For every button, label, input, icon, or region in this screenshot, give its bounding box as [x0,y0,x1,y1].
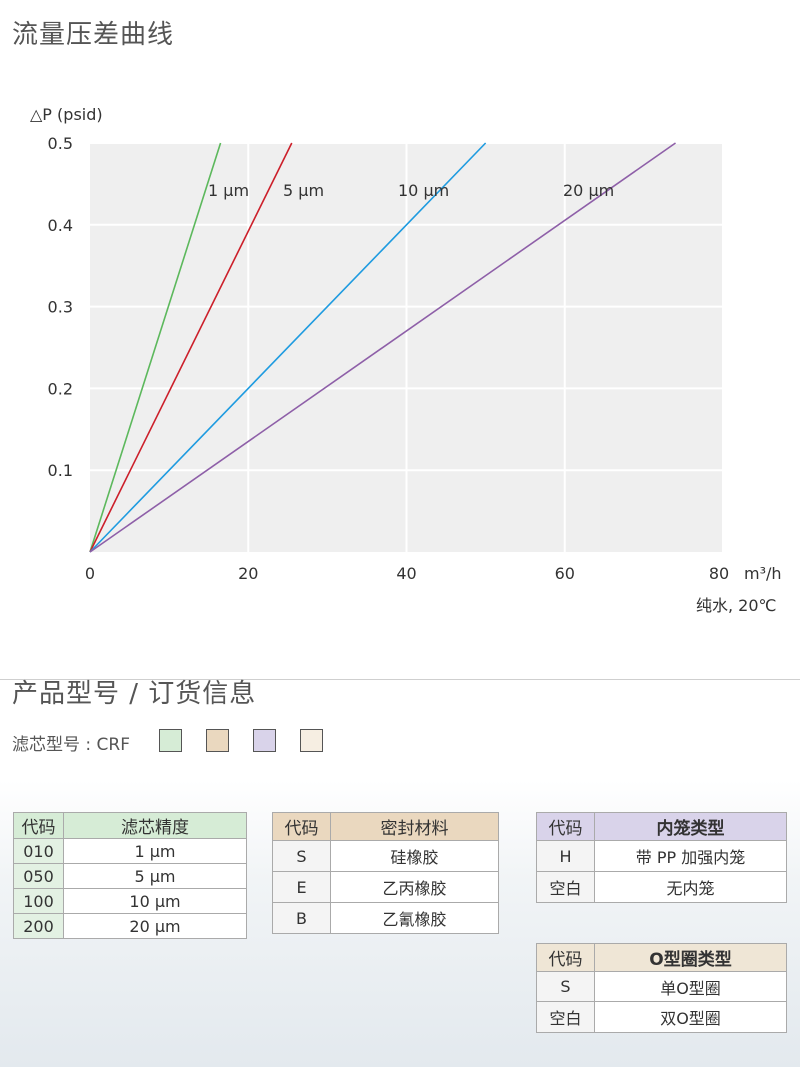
seal-code: S [272,840,331,872]
series-label: 1 µm [208,181,249,200]
y-tick-label: 0.3 [48,298,73,317]
precision-table: 代码 滤芯精度 010 1 µm 050 5 µm 100 10 µm 200 20 µm [13,812,247,939]
x-tick-label: 0 [85,564,95,583]
table-row: 200 20 µm [13,913,247,939]
page-title: 流量压差曲线 [12,20,175,50]
seal-value: 乙氰橡胶 [330,902,499,934]
precision-value: 5 µm [63,863,247,889]
precision-code: 050 [13,863,64,889]
series-line [89,142,676,553]
series-label: 5 µm [283,181,324,200]
series-label: 10 µm [398,181,449,200]
series-line [89,142,487,553]
seal-code: B [272,902,331,934]
seal-code: E [272,871,331,903]
seal-header-value: 密封材料 [330,812,499,841]
precision-code: 100 [13,888,64,914]
table-row: B 乙氰橡胶 [272,902,499,934]
oring-header-code: 代码 [536,943,595,972]
precision-value: 1 µm [63,838,247,864]
seal-material-table: 代码 密封材料 S 硅橡胶 E 乙丙橡胶 B 乙氰橡胶 [272,812,499,934]
precision-value: 20 µm [63,913,247,939]
order-title: 产品型号 / 订货信息 [12,679,257,709]
section-divider [0,679,800,680]
x-tick-label: 80 [709,564,729,583]
precision-header-code: 代码 [13,812,64,839]
cage-code: H [536,840,595,872]
swatch-seal [206,729,229,752]
seal-value: 乙丙橡胶 [330,871,499,903]
table-row: 空白 无内笼 [536,871,787,903]
series-line [89,142,222,553]
oring-value: 单O型圈 [594,971,787,1002]
cage-header-code: 代码 [536,812,595,841]
oring-code: 空白 [536,1001,595,1033]
table-row: S 硅橡胶 [272,840,499,872]
swatch-cage [253,729,276,752]
flow-pressure-chart: 0.1 0.2 0.3 0.4 0.5 0 20 40 60 80 1 µm 5 µm 10 µm 20 … [30,105,782,615]
table-row: 100 10 µm [13,888,247,914]
precision-value: 10 µm [63,888,247,914]
cage-header-value: 内笼类型 [594,812,787,841]
table-row: 空白 双O型圈 [536,1001,787,1033]
table-row: 050 5 µm [13,863,247,889]
x-tick-label: 40 [396,564,416,583]
precision-header-value: 滤芯精度 [63,812,247,839]
cage-value: 带 PP 加强内笼 [594,840,787,872]
oring-header-value: O型圈类型 [594,943,787,972]
table-row: S 单O型圈 [536,971,787,1002]
model-label: 滤芯型号 : CRF [12,735,130,755]
precision-code: 200 [13,913,64,939]
x-tick-label: 60 [555,564,575,583]
y-tick-label: 0.4 [48,216,73,235]
swatch-oring [300,729,323,752]
y-axis-label: △P (psid) [30,105,103,124]
oring-code: S [536,971,595,1002]
chart-note: 纯水, 20℃ [696,596,777,615]
oring-value: 双O型圈 [594,1001,787,1033]
seal-header-code: 代码 [272,812,331,841]
series-label: 20 µm [563,181,614,200]
table-row: 010 1 µm [13,838,247,864]
y-tick-label: 0.1 [48,461,73,480]
y-tick-label: 0.2 [48,379,73,398]
seal-value: 硅橡胶 [330,840,499,872]
x-axis-label: m³/h [744,564,782,583]
y-tick-label: 0.5 [48,134,73,153]
cage-code: 空白 [536,871,595,903]
oring-type-table: 代码 O型圈类型 S 单O型圈 空白 双O型圈 [536,943,787,1033]
table-row: E 乙丙橡胶 [272,871,499,903]
series-line [89,142,293,553]
cage-value: 无内笼 [594,871,787,903]
swatch-precision [159,729,182,752]
x-tick-label: 20 [238,564,258,583]
precision-code: 010 [13,838,64,864]
